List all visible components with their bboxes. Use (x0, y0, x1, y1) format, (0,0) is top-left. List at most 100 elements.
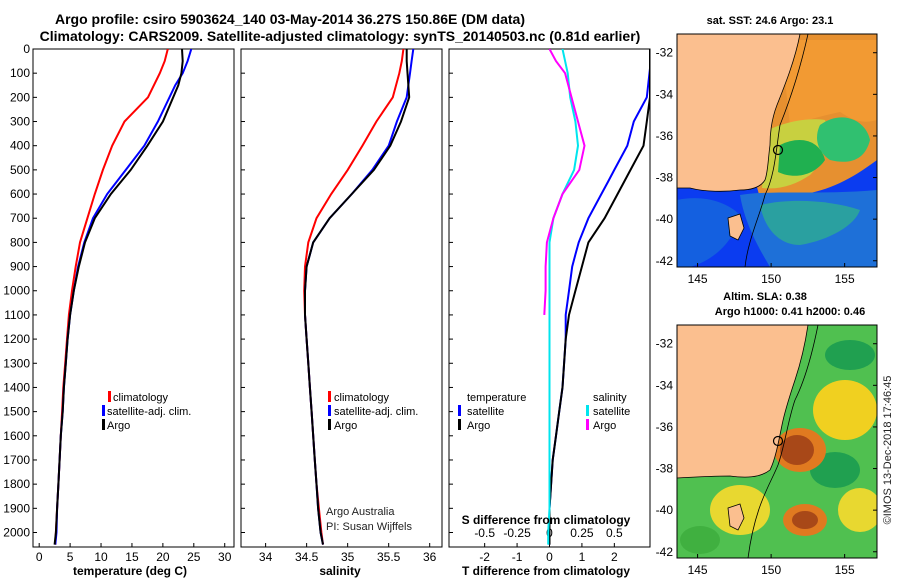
depth-tick-label: 1100 (4, 308, 30, 322)
sla-map (677, 325, 877, 558)
legend-label-temp-satellite: satellite (467, 406, 504, 418)
s-diff-tick-label: 0.25 (570, 526, 594, 540)
x-tick-label: 2 (611, 550, 618, 564)
figure-title-line2: Climatology: CARS2009. Satellite-adjuste… (40, 28, 641, 44)
depth-tick-label: 900 (10, 260, 30, 274)
legend-title-temperature: temperature (467, 392, 526, 404)
axes-layer: 0100200300400500600700800900100011001200… (3, 42, 623, 564)
legend-swatch-argo (102, 419, 105, 430)
x-tick-label: 34.5 (295, 550, 319, 564)
credit-argo-australia: Argo Australia (326, 506, 395, 518)
series-line-satellite-salinity (547, 49, 580, 545)
legend-swatch-temp-satellite (458, 405, 461, 416)
depth-tick-label: 0 (23, 42, 30, 56)
difference-legend: temperature satellite Argo salinity sate… (458, 392, 630, 432)
x-tick-label: 25 (187, 550, 201, 564)
lon-tick-label: 150 (761, 272, 781, 286)
salinity-xlabel: salinity (319, 564, 361, 578)
series-line-argo-salinity (543, 49, 586, 315)
x-tick-label: 30 (218, 550, 232, 564)
legend-swatch-sal-argo (586, 419, 589, 430)
salinity-plot-frame (240, 48, 443, 548)
depth-tick-label: 600 (10, 187, 30, 201)
sst-teal-patches (760, 200, 860, 245)
legend-label-argo: Argo (107, 420, 130, 432)
s-difference-xlabel: S difference from climatology (462, 513, 631, 527)
lon-tick-label: 145 (688, 272, 708, 286)
legend-label-climatology: climatology (334, 392, 390, 404)
x-tick-label: 0 (546, 550, 553, 564)
depth-tick-label: 400 (10, 139, 30, 153)
sla-australia-land (677, 325, 809, 479)
legend-swatch-argo (328, 419, 331, 430)
argo-location-marker (772, 435, 784, 447)
lon-tick-label: 150 (761, 563, 781, 577)
legend-swatch-temp-argo (458, 419, 461, 430)
depth-tick-label: 1300 (3, 356, 30, 370)
temperature-plot-frame (32, 48, 235, 548)
lat-tick-label: -40 (656, 212, 674, 226)
depth-tick-label: 2000 (3, 525, 30, 539)
sla-brown-core (780, 435, 814, 465)
legend-label-sal-satellite: satellite (593, 406, 630, 418)
depth-tick-label: 800 (10, 235, 30, 249)
legend-swatch-satellite (102, 405, 105, 416)
lat-tick-label: -32 (656, 46, 674, 60)
temperature-series (53, 49, 193, 545)
legend-swatch-satellite (328, 405, 331, 416)
legend-label-satellite: satellite-adj. clim. (334, 406, 418, 418)
depth-tick-label: 1000 (3, 284, 30, 298)
lat-tick-label: -36 (656, 129, 674, 143)
series-line-argo (304, 49, 411, 545)
legend-title-salinity: salinity (593, 392, 627, 404)
s-diff-tick-label: -0.5 (474, 526, 495, 540)
lon-tick-label: 155 (835, 563, 855, 577)
sla-green-eddy-1 (825, 340, 875, 370)
sst-isobath (744, 34, 809, 267)
sst-australia-land (677, 34, 801, 192)
depth-tick-label: 200 (10, 90, 30, 104)
series-line-argo (53, 49, 184, 545)
sst-map-frame (676, 33, 878, 268)
figure-title-line1: Argo profile: csiro 5903624_140 03-May-2… (55, 11, 525, 27)
x-tick-label: 36 (423, 550, 437, 564)
lat-tick-label: -36 (656, 420, 674, 434)
sla-map-title-1: Altim. SLA: 0.38 (723, 291, 807, 303)
imos-watermark: ©IMOS 13-Dec-2018 17:46:45 (882, 376, 894, 525)
legend-swatch-sal-satellite (586, 405, 589, 416)
x-tick-label: 15 (125, 550, 139, 564)
sst-orange-core (785, 40, 877, 125)
lon-tick-label: 155 (835, 272, 855, 286)
depth-tick-label: 1700 (3, 453, 30, 467)
depth-tick-label: 300 (10, 115, 30, 129)
legend-swatch-climatology (328, 391, 331, 402)
depth-tick-label: 1500 (3, 405, 30, 419)
x-tick-label: -1 (512, 550, 523, 564)
legend-swatch-climatology (108, 391, 111, 402)
lat-tick-label: -32 (656, 337, 674, 351)
legend-label-temp-argo: Argo (467, 420, 490, 432)
sst-green-center (778, 140, 825, 176)
depth-tick-label: 500 (10, 163, 30, 177)
x-tick-label: 35.5 (377, 550, 401, 564)
lat-tick-label: -38 (656, 171, 674, 185)
sla-map-frame (676, 324, 878, 559)
x-tick-label: 34 (259, 550, 273, 564)
sst-map-title: sat. SST: 24.6 Argo: 23.1 (707, 15, 834, 27)
x-tick-label: -2 (479, 550, 490, 564)
lat-tick-label: -34 (656, 378, 674, 392)
difference-series (543, 49, 650, 545)
lat-tick-label: -42 (656, 254, 674, 268)
lat-tick-label: -42 (656, 545, 674, 559)
sst-cyan-southwest (677, 198, 740, 267)
sla-green-blob-3 (680, 526, 720, 554)
x-tick-label: 5 (67, 550, 74, 564)
map-axis-ticks: -32 -34 -36 -38 -40 -42 145 150 155 -32 -34 -36 -38 -… (656, 46, 877, 577)
depth-tick-label: 1800 (3, 477, 30, 491)
sla-brown-south (792, 511, 818, 529)
sst-tasmania-land (727, 213, 745, 241)
credit-pi: PI: Susan Wijffels (326, 521, 412, 533)
lat-tick-label: -34 (656, 87, 674, 101)
depth-tick-label: 1400 (3, 380, 30, 394)
